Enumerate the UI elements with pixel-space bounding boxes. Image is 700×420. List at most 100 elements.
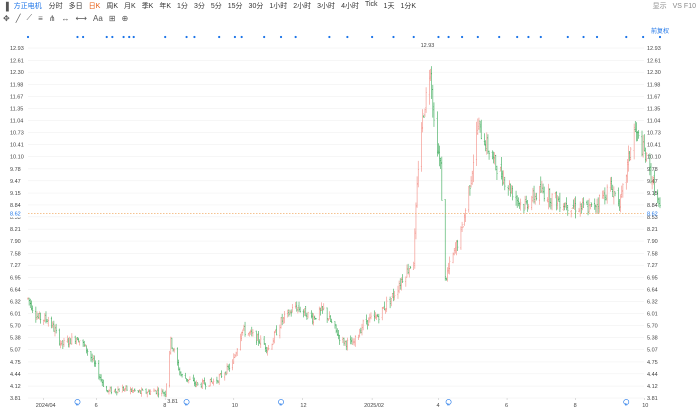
ohlc-bar <box>601 190 604 199</box>
y-tick-label-left: 11.35 <box>10 107 23 113</box>
ohlc-bar <box>634 121 637 133</box>
ohlc-bar <box>203 377 206 385</box>
x-tick-label: 2024/04 <box>36 403 56 409</box>
event-dot <box>105 35 108 39</box>
ohlc-bar <box>44 313 46 323</box>
sidebar-toggle-icon[interactable]: ▐ <box>3 1 9 11</box>
pen-icon[interactable]: ╱ <box>15 13 21 23</box>
ohlc-bar <box>286 309 289 318</box>
ohlc-bar <box>439 157 442 169</box>
period-tab[interactable]: 4小时 <box>341 3 359 10</box>
ohlc-bar <box>353 338 355 346</box>
ohlc-bar <box>335 324 337 334</box>
fib-icon[interactable]: ⋔ <box>48 13 56 23</box>
period-tab[interactable]: 3小时 <box>317 3 336 10</box>
crosshair-icon[interactable]: ✥ <box>3 13 10 23</box>
adjust-mode-label[interactable]: 前复权 <box>651 29 670 35</box>
ohlc-bar <box>280 317 282 329</box>
ohlc-bar <box>227 364 229 371</box>
ohlc-bar <box>360 327 362 334</box>
y-tick-label-right: 10.10 <box>647 155 661 161</box>
ohlc-bar <box>228 363 231 372</box>
stock-name[interactable]: 方正电机 <box>13 3 42 10</box>
measure-icon[interactable]: ⟷ <box>75 13 87 23</box>
ohlc-bar <box>204 382 207 390</box>
ohlc-bar <box>212 378 215 386</box>
y-tick-label-right: 6.32 <box>647 300 658 306</box>
period-tab[interactable]: 周K <box>106 3 119 10</box>
y-tick-label-left: 6.32 <box>10 300 21 306</box>
y-tick-label-right: 4.75 <box>647 360 658 366</box>
ohlc-bar <box>180 371 182 377</box>
line-icon[interactable]: ⟋ <box>26 13 33 22</box>
period-tab[interactable]: 1天 <box>383 3 395 10</box>
ohlc-bar <box>415 202 417 240</box>
ruler-icon[interactable]: ⊞ <box>108 13 116 23</box>
ohlc-bar <box>208 385 210 387</box>
ohlc-bar <box>446 267 449 282</box>
period-tab[interactable]: 年K <box>159 3 172 10</box>
arrow-icon[interactable]: ↔ <box>61 13 70 23</box>
period-tab[interactable]: Tick <box>364 1 378 8</box>
ohlc-bar <box>651 176 653 190</box>
event-dot <box>193 35 196 39</box>
period-tab[interactable]: 3分 <box>193 3 205 10</box>
ohlc-bar <box>346 337 349 351</box>
ohlc-bar <box>306 312 308 320</box>
ohlc-bar <box>511 185 514 201</box>
period-tab[interactable]: 2小时 <box>293 3 312 10</box>
ohlc-bar <box>343 337 345 346</box>
text-icon[interactable]: Aa <box>92 13 103 23</box>
period-tab[interactable]: 日K <box>88 3 101 10</box>
ohlc-bar <box>100 374 102 383</box>
ohlc-bar <box>29 298 32 308</box>
ohlc-bar <box>423 114 425 118</box>
ohlc-bar <box>307 311 309 319</box>
event-marker <box>74 399 81 405</box>
ohlc-bar <box>114 388 117 394</box>
period-tab[interactable]: 月K <box>124 3 136 10</box>
y-tick-label-left: 9.78 <box>10 167 21 173</box>
x-tick-label: 12 <box>300 403 306 409</box>
period-tab[interactable]: 分时 <box>48 3 63 10</box>
ohlc-bar <box>412 261 415 270</box>
display-menu[interactable]: 显示 <box>652 3 667 10</box>
y-tick-label-right: 10.73 <box>647 130 661 136</box>
period-tab[interactable]: 多日 <box>68 3 83 10</box>
candlestick-chart[interactable]: 3.81 3.81 4.12 4.12 4.44 4.44 4.75 4.75 5.07 5.07… <box>0 24 700 420</box>
ohlc-bar <box>525 195 527 205</box>
ohlc-bar <box>593 198 596 210</box>
parallel-lines-icon[interactable]: ≡ <box>38 13 43 23</box>
y-tick-label-right: 4.44 <box>647 372 658 378</box>
period-tab[interactable]: 30分 <box>248 3 264 10</box>
y-tick-label-right: 11.04 <box>647 119 660 125</box>
ohlc-bar <box>157 387 160 398</box>
comparison-label[interactable]: VS F10 <box>672 2 696 10</box>
ohlc-bar <box>149 389 152 396</box>
ohlc-bar <box>650 163 652 184</box>
period-tab[interactable]: 1分K <box>400 3 417 10</box>
ohlc-bar <box>288 309 290 317</box>
ohlc-bar <box>195 380 198 388</box>
period-tab[interactable]: 1分 <box>177 3 188 10</box>
ohlc-bar <box>448 256 451 275</box>
ohlc-bar <box>376 313 379 318</box>
zoom-icon[interactable]: ⊕ <box>121 13 129 23</box>
ohlc-bar <box>606 184 608 204</box>
period-tab[interactable]: 15分 <box>227 3 243 10</box>
period-tab[interactable]: 1小时 <box>269 3 288 10</box>
period-tab[interactable]: 5分 <box>210 3 222 10</box>
ohlc-bar <box>121 384 124 393</box>
ohlc-bar <box>69 338 72 345</box>
ohlc-bar <box>349 335 352 345</box>
ohlc-bar <box>441 156 443 201</box>
ohlc-bar <box>477 118 479 135</box>
event-dot <box>263 35 266 39</box>
ohlc-bar <box>75 337 78 345</box>
ohlc-bar <box>428 69 431 105</box>
y-tick-label-right: 12.30 <box>647 70 661 76</box>
ohlc-bar <box>47 316 50 327</box>
y-tick-label-left: 3.81 <box>10 396 21 402</box>
period-tab[interactable]: 季K <box>141 3 154 10</box>
ohlc-bar <box>39 312 42 324</box>
